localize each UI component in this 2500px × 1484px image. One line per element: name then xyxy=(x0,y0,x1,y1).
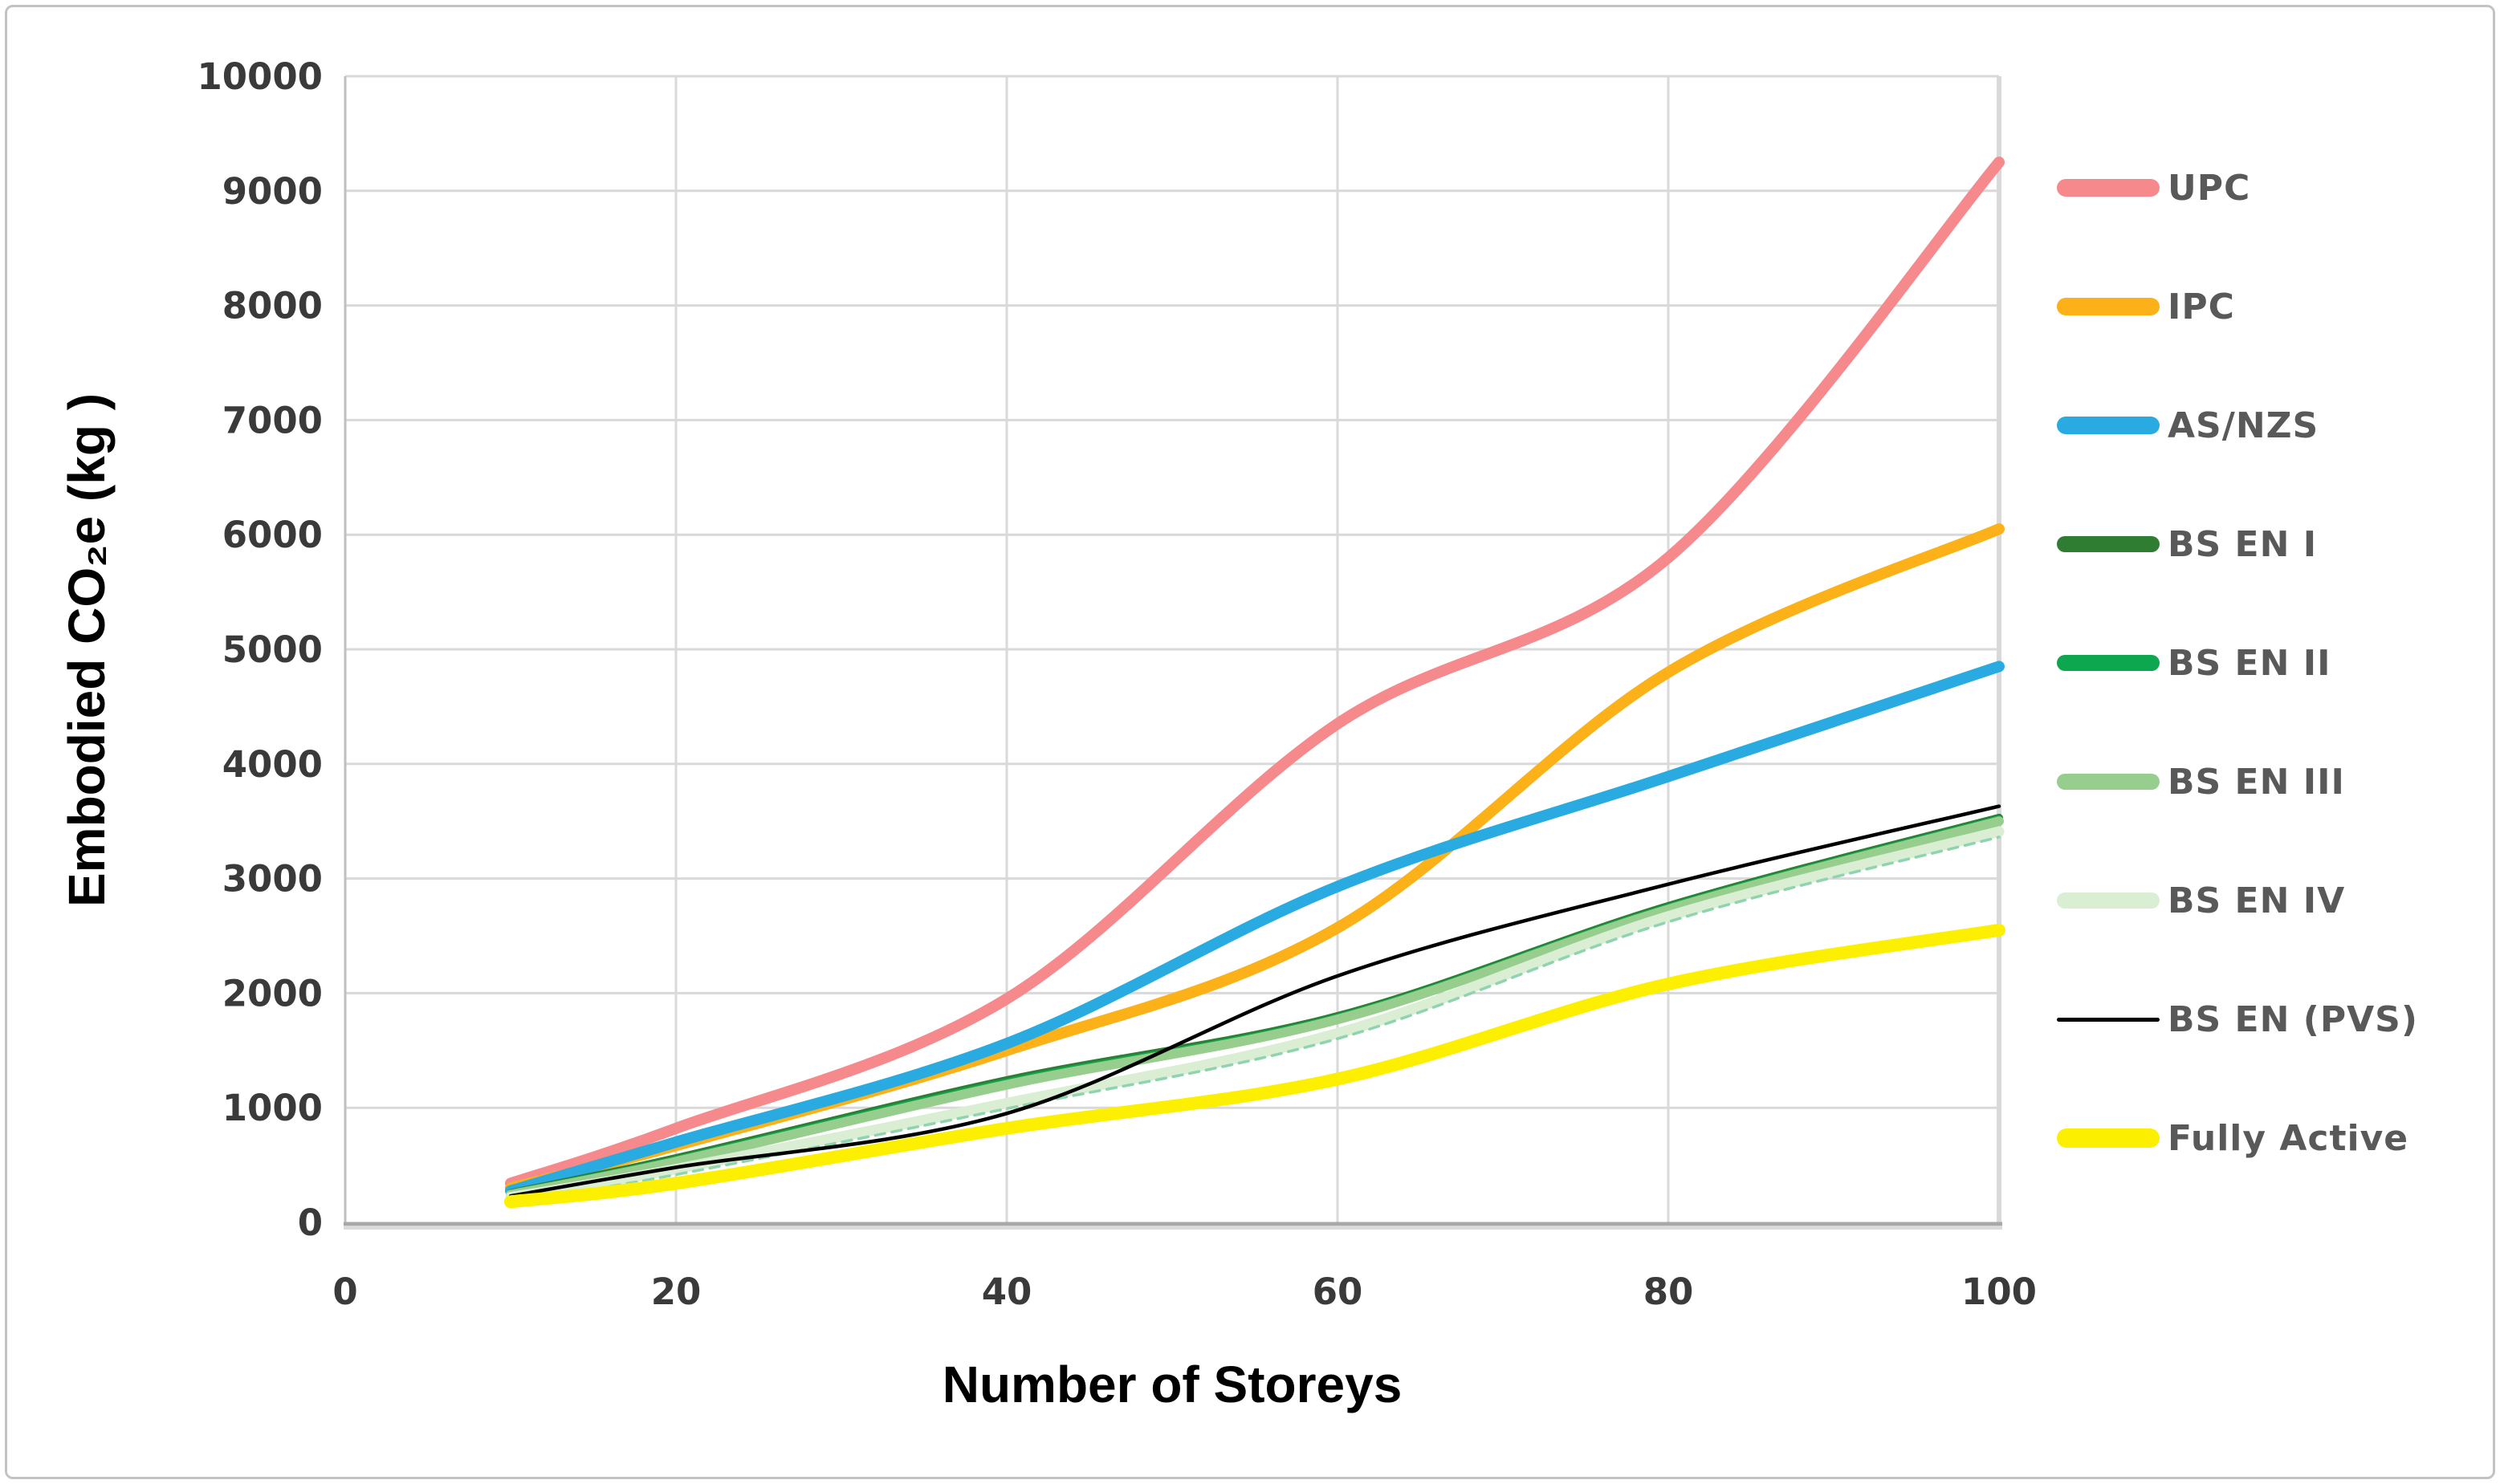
legend-item-ipc: IPC xyxy=(2057,283,2235,331)
legend-label: UPC xyxy=(2168,167,2251,209)
legend-item-bs-en-i: BS EN I xyxy=(2057,520,2317,568)
legend-item-bs-en-ii: BS EN II xyxy=(2057,639,2331,687)
y-tick-label: 2000 xyxy=(222,972,323,1014)
x-axis-title: Number of Storeys xyxy=(942,1356,1403,1413)
legend-swatch xyxy=(2057,1017,2160,1022)
y-tick-label: 6000 xyxy=(222,514,323,556)
x-tick-label: 20 xyxy=(651,1271,702,1313)
series-line-bs-en-iii xyxy=(506,816,2004,1200)
x-tick-label: 40 xyxy=(982,1271,1032,1313)
legend-item-fully-active: Fully Active xyxy=(2057,1114,2408,1162)
y-tick-label: 1000 xyxy=(222,1087,323,1129)
legend-item-bs-en-pvs-: BS EN (PVS) xyxy=(2057,995,2418,1043)
legend-label: AS/NZS xyxy=(2168,405,2319,446)
x-tick-label: 80 xyxy=(1643,1271,1694,1313)
legend-item-bs-en-iii: BS EN III xyxy=(2057,758,2345,806)
legend-swatch xyxy=(2057,655,2160,671)
legend-swatch xyxy=(2057,417,2160,434)
legend-swatch xyxy=(2057,892,2160,909)
legend-swatch xyxy=(2057,298,2160,315)
series-line-bs-en-pvs- xyxy=(508,804,2001,1198)
legend-item-as-nzs: AS/NZS xyxy=(2057,401,2319,449)
y-tick-label: 3000 xyxy=(222,858,323,901)
y-axis-title: Embodied CO₂e (kg ) xyxy=(58,392,116,908)
legend-swatch xyxy=(2057,774,2160,790)
legend-label: BS EN II xyxy=(2168,642,2331,684)
legend-swatch xyxy=(2057,536,2160,552)
series-line-fully-active xyxy=(504,923,2005,1209)
legend-swatch xyxy=(2057,179,2160,197)
legend-label: BS EN IV xyxy=(2168,880,2346,921)
legend-label: BS EN III xyxy=(2168,761,2345,803)
x-tick-label: 100 xyxy=(1961,1271,2037,1313)
series-line-upc xyxy=(505,157,2005,1189)
legend-item-upc: UPC xyxy=(2057,164,2250,212)
y-tick-label: 5000 xyxy=(222,628,323,671)
legend-label: IPC xyxy=(2168,286,2235,327)
x-tick-label: 0 xyxy=(332,1271,357,1313)
legend-label: BS EN (PVS) xyxy=(2168,998,2418,1040)
y-tick-label: 9000 xyxy=(222,170,323,213)
legend-label: BS EN I xyxy=(2168,523,2318,565)
x-tick-label: 60 xyxy=(1313,1271,1363,1313)
legend-label: Fully Active xyxy=(2168,1117,2409,1159)
y-tick-label: 10000 xyxy=(197,55,323,98)
series-dashed-edge-bs-en-iv xyxy=(509,836,2001,1205)
y-tick-label: 4000 xyxy=(222,743,323,786)
y-tick-label: 7000 xyxy=(222,399,323,441)
legend-item-bs-en-iv: BS EN IV xyxy=(2057,876,2345,925)
y-tick-label: 8000 xyxy=(222,285,323,327)
series-line-as-nzs xyxy=(505,661,2005,1197)
y-tick-label: 0 xyxy=(298,1201,323,1244)
legend-swatch xyxy=(2057,1128,2160,1148)
